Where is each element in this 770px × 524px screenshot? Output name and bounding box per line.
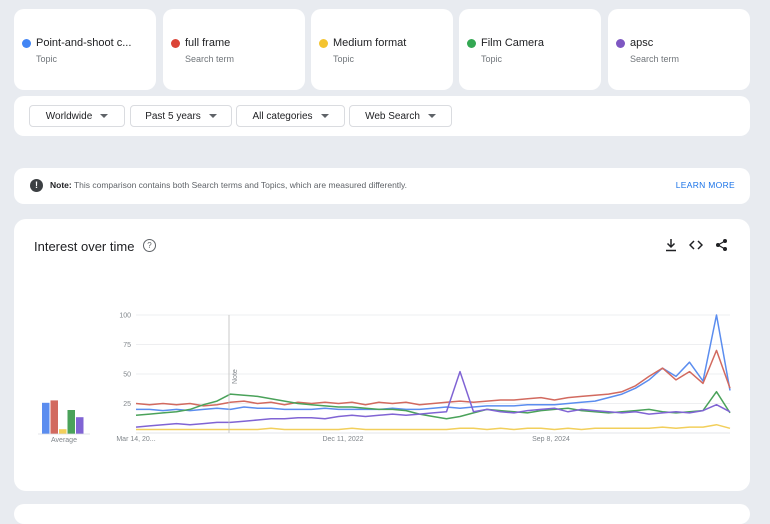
caret-down-icon: [320, 114, 329, 118]
term-card-1[interactable]: Point-and-shoot c... Topic: [14, 9, 156, 90]
filter-label: All categories: [252, 110, 313, 122]
interest-chart: 100 75 50 25 Mar 14, 20... Dec 11, 2022 Sep 8…: [38, 313, 731, 444]
x-tick-label: Dec 11, 2022: [322, 436, 363, 443]
y-tick-label: 50: [123, 372, 131, 379]
region-filter[interactable]: Worldwide: [29, 105, 125, 127]
term-card-5[interactable]: apsc Search term: [608, 9, 750, 90]
embed-icon[interactable]: [689, 238, 703, 252]
time-range-filter[interactable]: Past 5 years: [130, 105, 232, 127]
series-color-dot: [22, 39, 31, 48]
caret-down-icon: [427, 114, 436, 118]
term-card-3[interactable]: Medium format Topic: [311, 9, 453, 90]
term-type: Topic: [333, 54, 355, 64]
y-tick-label: 25: [123, 401, 131, 408]
filter-label: Worldwide: [45, 110, 93, 122]
note-marker-label[interactable]: Note: [232, 369, 239, 384]
series-color-dot: [616, 39, 625, 48]
comparison-note: ! Note: This comparison contains both Se…: [14, 168, 750, 204]
y-tick-label: 100: [119, 313, 131, 320]
note-message: This comparison contains both Search ter…: [73, 180, 408, 190]
note-text: Note: This comparison contains both Sear…: [50, 180, 407, 190]
term-type: Search term: [630, 54, 680, 64]
average-bar[interactable]: [59, 429, 67, 434]
average-bar[interactable]: [67, 410, 76, 434]
learn-more-link[interactable]: LEARN MORE: [675, 180, 735, 190]
series-line[interactable]: [135, 390, 731, 420]
x-tick-label: Sep 8, 2024: [532, 436, 570, 443]
term-type: Search term: [185, 54, 235, 64]
series-color-dot: [467, 39, 476, 48]
average-bar[interactable]: [42, 402, 50, 434]
interest-over-time-card: Interest over time ? 100 75 50 25 Mar 14, 2…: [14, 219, 750, 491]
filter-label: Past 5 years: [145, 110, 201, 122]
series-line[interactable]: [135, 349, 731, 407]
series-line[interactable]: [135, 370, 731, 428]
caret-down-icon: [100, 114, 109, 118]
term-card-4[interactable]: Film Camera Topic: [459, 9, 601, 90]
card-title: Interest over time: [34, 239, 135, 254]
share-icon[interactable]: [715, 238, 728, 252]
term-type: Topic: [481, 54, 503, 64]
average-label: Average: [51, 437, 77, 444]
note-label: Note:: [50, 180, 72, 190]
average-bar[interactable]: [50, 400, 59, 434]
series-line[interactable]: [136, 314, 731, 412]
term-name: Point-and-shoot c...: [36, 37, 132, 49]
filter-label: Web Search: [365, 110, 420, 122]
caret-down-icon: [208, 114, 217, 118]
help-icon[interactable]: ?: [143, 239, 156, 252]
term-card-2[interactable]: full frame Search term: [163, 9, 305, 90]
series-color-dot: [171, 39, 180, 48]
y-tick-label: 75: [123, 342, 131, 349]
series-line[interactable]: [136, 423, 731, 431]
average-bar[interactable]: [76, 417, 84, 434]
series-color-dot: [319, 39, 328, 48]
next-section-card: [14, 504, 750, 524]
term-name: Medium format: [333, 37, 407, 49]
search-type-filter[interactable]: Web Search: [349, 105, 452, 127]
term-name: apsc: [630, 37, 654, 49]
filter-bar: Worldwide Past 5 years All categories We…: [14, 96, 750, 136]
x-tick-label: Mar 14, 20...: [116, 436, 155, 443]
compare-terms-row: Point-and-shoot c... Topic full frame Se…: [14, 9, 750, 90]
term-name: full frame: [185, 37, 231, 49]
term-type: Topic: [36, 54, 58, 64]
term-name: Film Camera: [481, 37, 544, 49]
download-icon[interactable]: [665, 238, 677, 252]
info-icon: !: [30, 179, 43, 192]
category-filter[interactable]: All categories: [236, 105, 345, 127]
